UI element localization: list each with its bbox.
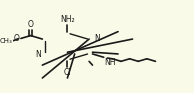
Text: N: N [35,50,41,59]
Text: Cl: Cl [64,68,71,77]
Text: O: O [28,20,34,29]
Text: O: O [14,34,19,43]
Text: NH: NH [104,58,116,67]
Text: CH₃: CH₃ [0,38,13,44]
Text: N: N [94,34,100,43]
Text: NH₂: NH₂ [60,15,75,24]
